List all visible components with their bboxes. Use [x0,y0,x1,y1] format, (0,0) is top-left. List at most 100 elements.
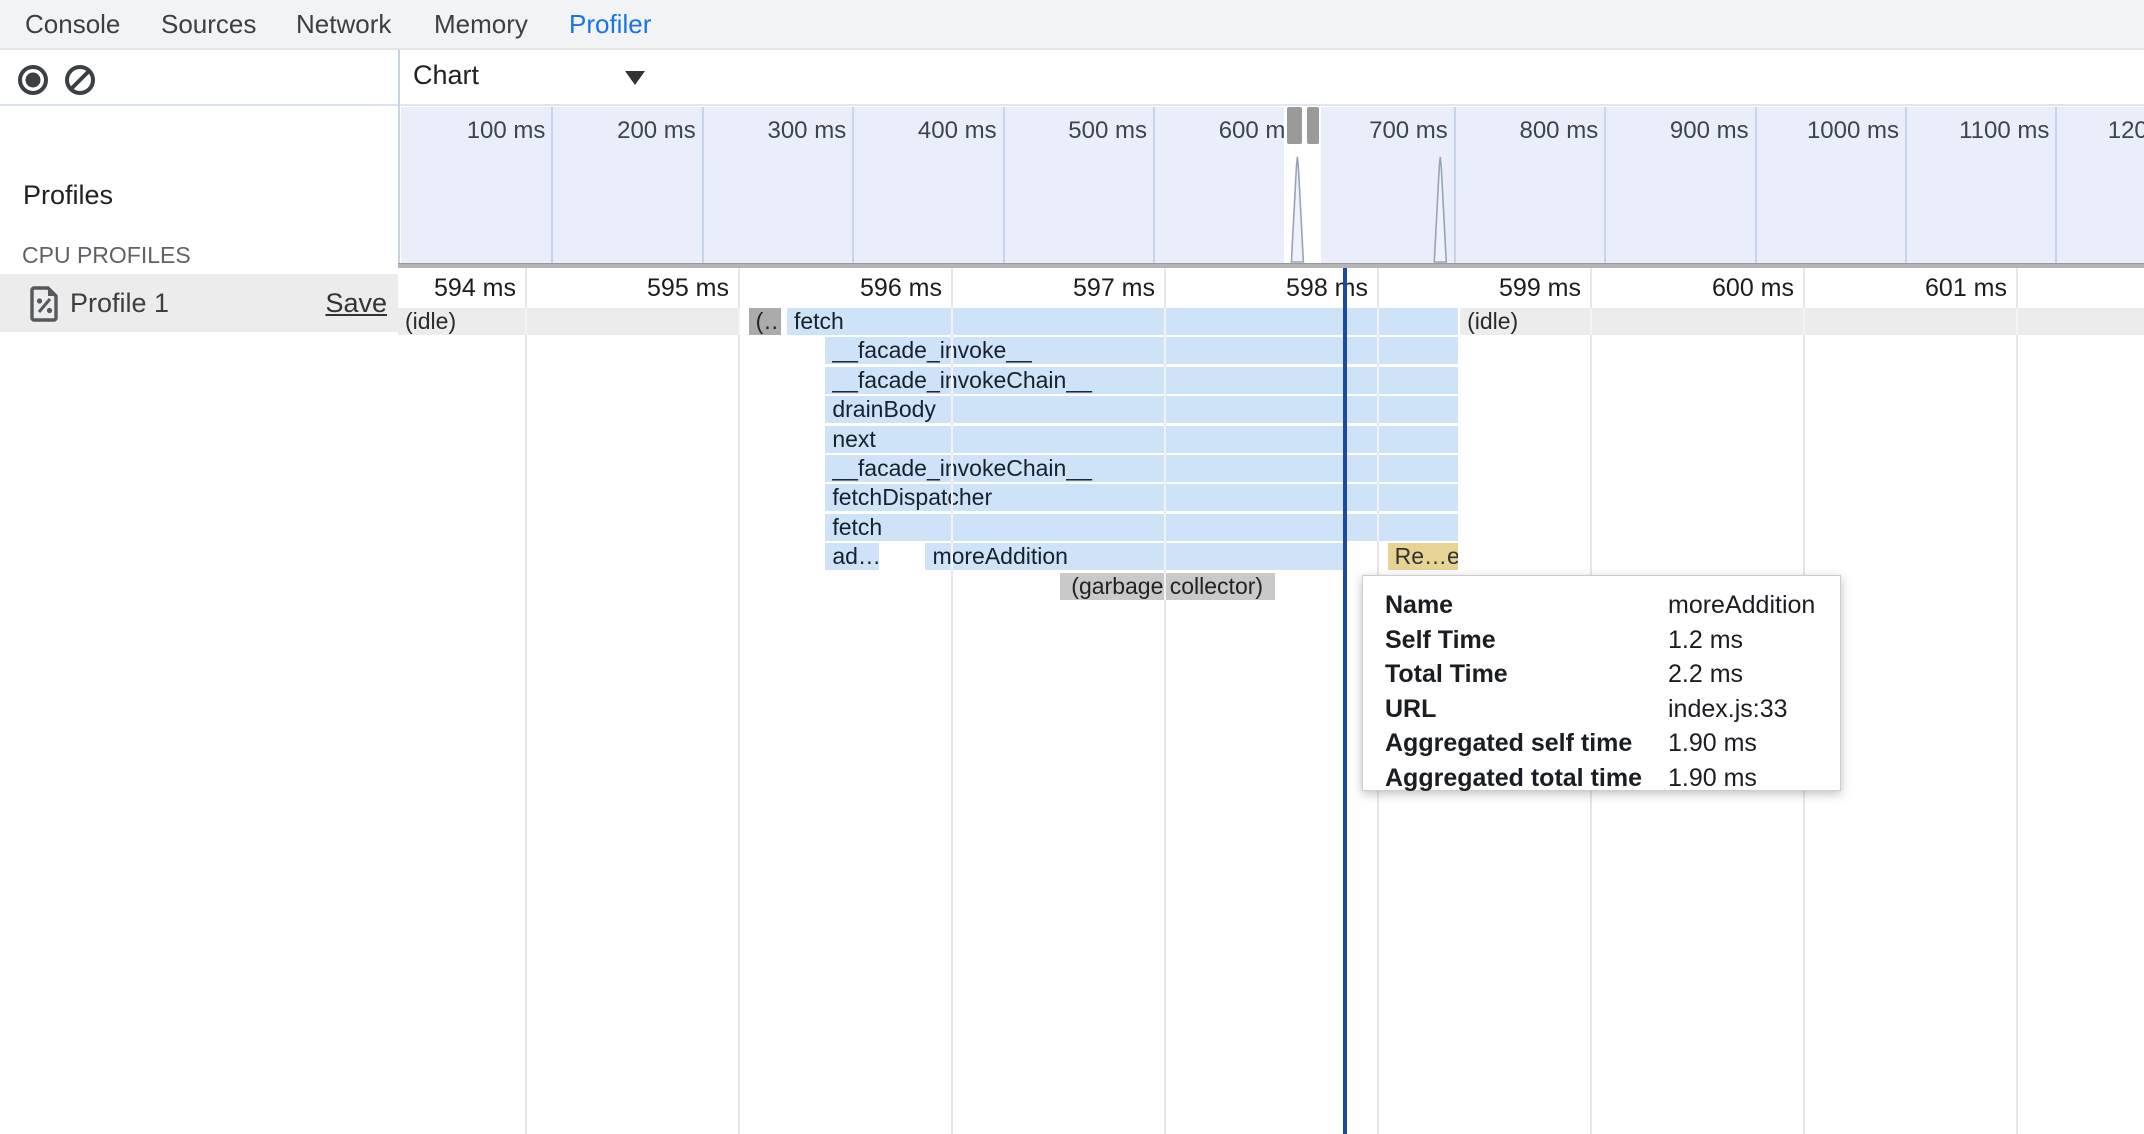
frame-tooltip: Name moreAddition Self Time 1.2 ms Total Tim… [1362,575,1841,792]
grid-line-over-bar [1164,455,1166,482]
flame-bar-moreaddition[interactable]: moreAddition [925,543,1343,571]
overview-tick-label: 400 ms [917,117,997,144]
overview-detail-splitter[interactable] [398,263,2144,268]
profiles-heading: Profiles [23,180,114,210]
flame-bar-fetchdispatcher[interactable]: fetchDispatcher [825,484,1458,512]
tooltip-label: Self Time [1385,625,1496,654]
ruler-tick-label: 600 ms [1712,274,1794,302]
flame-bar-ad-s[interactable]: ad…s [825,543,879,571]
grid-line-over-bar [951,543,953,571]
ruler-tick-label: 599 ms [1499,274,1581,302]
time-grid-line [951,268,953,1134]
overview-tick-label: 300 ms [767,117,847,144]
tab-sources[interactable]: Sources [161,9,257,39]
ruler-tick-label: 596 ms [860,274,942,302]
grid-line-over-bar [951,455,953,482]
time-grid-line [1164,268,1166,1134]
ruler-tick-label: 598 ms [1286,274,1368,302]
flame-bar--facade-invoke-[interactable]: __facade_invoke__ [825,337,1458,365]
tooltip-row: Aggregated self time 1.90 ms [1385,726,1824,760]
tooltip-row: Self Time 1.2 ms [1385,623,1824,657]
overview-tick-label: 800 ms [1519,117,1599,144]
grid-line-over-bar [525,308,527,335]
grid-line-over-bar [1164,543,1166,571]
selection-left-handle[interactable] [1286,107,1302,144]
overview-tick-label: 200 ms [617,117,696,144]
grid-line-over-bar [951,337,953,365]
tooltip-value: 1.90 ms [1668,763,1757,792]
time-grid-line [525,268,527,1134]
view-mode-value: Chart [413,60,480,90]
grid-line-over-bar [951,513,953,541]
timeline-overview[interactable]: 100 ms 200 ms 300 ms 400 ms 500 ms 600 ms 700 … [401,107,2144,263]
ruler-tick-label: 594 ms [434,274,516,302]
flame-bar-next[interactable]: next [825,425,1458,453]
tooltip-value: index.js:33 [1668,694,1788,723]
tooltip-value: 1.2 ms [1668,625,1744,654]
profiles-sidebar: Profiles CPU PROFILES Profile 1 Save [0,50,398,1134]
view-mode-select[interactable]: Chart [413,50,663,104]
tooltip-row: Name moreAddition [1385,588,1824,622]
overview-tick-line [1905,107,1907,263]
tab-network[interactable]: Network [296,9,392,39]
save-profile-link[interactable]: Save [325,288,387,318]
tooltip-label: Name [1385,591,1454,619]
tab-console[interactable]: Console [25,9,121,39]
tab-memory[interactable]: Memory [434,9,528,39]
flame-bar-re-e[interactable]: Re…e [1387,543,1458,571]
grid-line-over-bar [1164,366,1166,394]
devtools-tab-bar: Console Sources Network Memory Profiler [0,0,2144,50]
flame-bar-fetch[interactable]: fetch [786,308,1458,335]
selected-time-marker[interactable] [1342,268,1347,1134]
chevron-down-icon [625,71,645,85]
flame-bar--idle-[interactable]: (idle) [398,308,740,335]
overview-tick-line [1754,107,1757,263]
grid-line-over-bar [1377,455,1379,482]
record-icon[interactable] [18,65,48,95]
tooltip-row: Aggregated total time 1.90 ms [1385,761,1824,795]
overview-tick-line [551,107,554,263]
grid-line-over-bar [1164,337,1166,365]
view-toolbar: Chart [400,50,2144,106]
tab-profiler[interactable]: Profiler [569,9,652,39]
overview-tick-line [1002,107,1005,263]
flame-bar-fetch[interactable]: fetch [825,513,1458,541]
flame-bar--garbage-collector-[interactable]: (garbage collector) [1059,572,1275,600]
tooltip-label: Aggregated total time [1385,763,1642,792]
grid-line-over-bar [951,425,953,453]
grid-line-over-bar [1377,308,1379,335]
grid-line-over-bar [1164,308,1166,335]
grid-line-over-bar [1377,425,1379,453]
overview-tick-line [852,107,855,263]
grid-line-over-bar [951,396,953,424]
profile-list-item[interactable]: Profile 1 Save [0,274,398,332]
overview-tick-label: 1000 ms [1806,117,1899,144]
grid-line-over-bar [738,308,740,335]
overview-tick-line [1604,107,1607,263]
flame-bar--[interactable]: (… [748,308,781,335]
flame-bar--facade-invokechain-[interactable]: __facade_invokeChain__ [825,366,1458,394]
overview-tick-label: 500 ms [1068,117,1147,144]
profiler-controls-toolbar [0,50,398,106]
time-grid-line [738,268,740,1134]
overview-tick-line [1453,107,1456,263]
overview-tick-label: 1200 ms [2107,117,2144,144]
grid-line-over-bar [1803,308,1805,335]
grid-line-over-bar [951,308,953,335]
grid-line-over-bar [1164,572,1166,600]
flame-bar--idle-[interactable]: (idle) [1460,308,2144,335]
flame-bar-drainbody[interactable]: drainBody [825,396,1458,424]
tooltip-label: Aggregated self time [1385,729,1633,757]
tooltip-label: URL [1385,694,1437,723]
overview-tick-line [701,107,704,263]
cpu-activity-spikes [1290,156,1448,263]
flame-chart: 594 ms 595 ms 596 ms 597 ms 598 ms 599 ms 600 … [398,268,2144,1134]
grid-line-over-bar [1377,484,1379,512]
grid-line-over-bar [1377,513,1379,541]
flame-bar--facade-invokechain-[interactable]: __facade_invokeChain__ [825,455,1458,482]
selection-right-handle[interactable] [1307,107,1320,144]
overview-tick-label: 700 ms [1369,117,1448,144]
clear-icon[interactable] [65,65,95,95]
grid-line-over-bar [1377,366,1379,394]
